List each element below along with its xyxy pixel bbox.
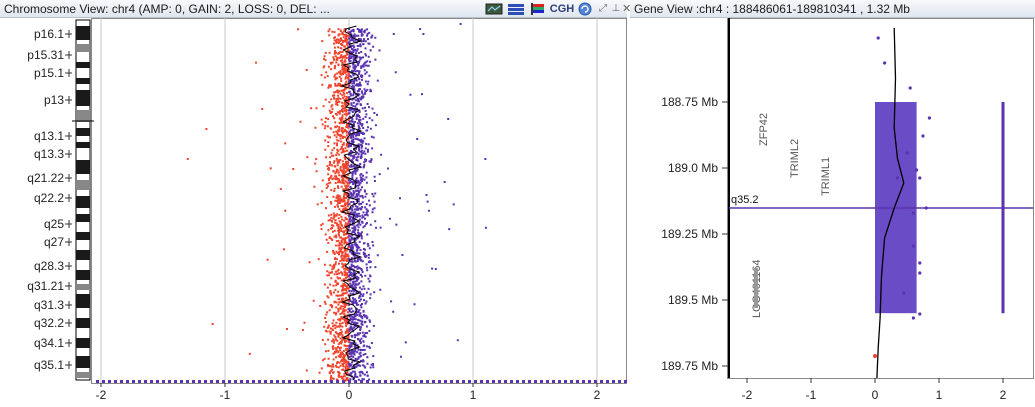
close-icon[interactable]: ✕ <box>622 3 632 15</box>
x-tick-label: 2 <box>1000 388 1007 402</box>
data-point <box>921 134 925 138</box>
x-tick-label: 1 <box>470 388 477 402</box>
pin-icon[interactable]: ⊥ <box>611 3 621 14</box>
x-tick-label: -1 <box>806 388 817 402</box>
data-point <box>873 354 877 358</box>
data-point <box>918 176 922 180</box>
flag-icon[interactable] <box>529 2 547 16</box>
ideogram-band <box>76 250 90 260</box>
ideogram-band <box>76 44 90 52</box>
band-label: p15.1 <box>34 66 64 80</box>
band-label: p13 <box>44 93 64 107</box>
data-point <box>924 206 928 210</box>
ideogram-band <box>76 214 90 222</box>
data-point <box>918 261 922 265</box>
gene-mark <box>754 268 758 308</box>
cgh-icon[interactable]: CGH <box>549 3 575 15</box>
ideogram-band <box>76 180 90 190</box>
band-label: q21.22 <box>27 171 64 185</box>
band-label: q31.21 <box>27 279 64 293</box>
x-tick-label: -2 <box>742 388 753 402</box>
chromosome-view-title: Chromosome View: chr4 (AMP: 0, GAIN: 2, … <box>4 2 330 16</box>
band-label: q35.1 <box>34 358 64 372</box>
band-marker-label: q35.2 <box>731 194 759 206</box>
gene-label: ZFP42 <box>758 113 770 146</box>
ideogram-band <box>76 196 90 208</box>
ideogram-band <box>76 356 90 368</box>
band-label: q28.3 <box>34 259 64 273</box>
loss-points <box>186 28 350 382</box>
band-label: q13.3 <box>34 147 64 161</box>
band-label: p16.1 <box>34 27 64 41</box>
ideogram-band <box>76 142 90 148</box>
x-tick-label: 0 <box>872 388 879 402</box>
ideogram-band <box>76 284 90 290</box>
data-point <box>915 168 919 172</box>
y-tick-label: 189.25 Mb <box>661 227 718 241</box>
ideogram-band <box>76 270 90 280</box>
band-label: q25 <box>44 217 64 231</box>
band-label: p15.31 <box>27 48 64 62</box>
bars-icon[interactable] <box>507 2 525 16</box>
restore-icon[interactable]: ⤢ <box>599 3 607 14</box>
data-point <box>927 116 931 120</box>
gene-label: TRIML2 <box>789 139 801 178</box>
chromosome-ideogram <box>72 19 94 381</box>
data-point <box>918 271 922 275</box>
ideogram-band <box>76 26 90 40</box>
data-point <box>911 211 915 215</box>
ideogram-band <box>76 110 90 122</box>
baseline-points <box>96 380 627 383</box>
band-label: q32.2 <box>34 316 64 330</box>
y-tick-label: 188.75 Mb <box>661 95 718 109</box>
x-tick-label: -1 <box>220 388 231 402</box>
ideogram-band <box>76 232 90 240</box>
ideogram-band <box>76 372 90 378</box>
graph-icon[interactable] <box>485 2 503 16</box>
data-point <box>911 244 915 248</box>
ideogram-band <box>76 160 90 174</box>
data-point <box>902 291 906 295</box>
y-tick-label: 189.5 Mb <box>668 293 718 307</box>
ideogram-band <box>76 338 90 348</box>
band-label: q27 <box>44 235 64 249</box>
data-point <box>918 312 922 316</box>
ideogram-band <box>76 318 90 328</box>
x-tick-label: 1 <box>936 388 943 402</box>
ideogram-band <box>76 62 90 68</box>
ideogram-band <box>76 78 90 84</box>
data-point <box>908 86 912 90</box>
gene-trend-line <box>876 27 905 379</box>
x-tick-label: 0 <box>346 388 353 402</box>
gene-label: TRIML1 <box>820 157 832 196</box>
y-tick-label: 189.75 Mb <box>661 359 718 373</box>
chromosome-scatter-plot[interactable]: p16.1 p15.31 p15.1 p13 q13.1 q13.3 q21.22 q22.2… <box>0 18 630 407</box>
gene-view-plot[interactable]: q35.2ZFP42TRIML2TRIML1LOC401164 188.75 M… <box>630 18 1035 407</box>
x-tick-label: -2 <box>96 388 107 402</box>
ideogram-band <box>76 294 90 308</box>
chromosome-view-title-bar: Chromosome View: chr4 (AMP: 0, GAIN: 2, … <box>0 0 627 18</box>
gene-view-title-bar: Gene View :chr4 : 188486061-189810341 , … <box>630 0 1035 18</box>
band-label: q22.2 <box>34 191 64 205</box>
band-label: q34.1 <box>34 336 64 350</box>
data-point <box>905 151 909 155</box>
data-point <box>911 316 915 320</box>
ideogram-band <box>76 90 90 106</box>
plot-frame <box>91 18 627 384</box>
band-label: q31.3 <box>34 298 64 312</box>
y-tick-label: 189.0 Mb <box>668 161 718 175</box>
gene-view-title: Gene View :chr4 : 188486061-189810341 , … <box>634 2 910 16</box>
band-label: q13.1 <box>34 129 64 143</box>
ideogram-band <box>76 128 90 136</box>
refresh-icon[interactable] <box>577 2 593 16</box>
data-point <box>895 176 899 180</box>
trend-line <box>339 25 363 381</box>
data-point <box>883 61 887 65</box>
gain-points <box>348 23 487 381</box>
data-point <box>876 36 880 40</box>
x-tick-label: 2 <box>594 388 601 402</box>
